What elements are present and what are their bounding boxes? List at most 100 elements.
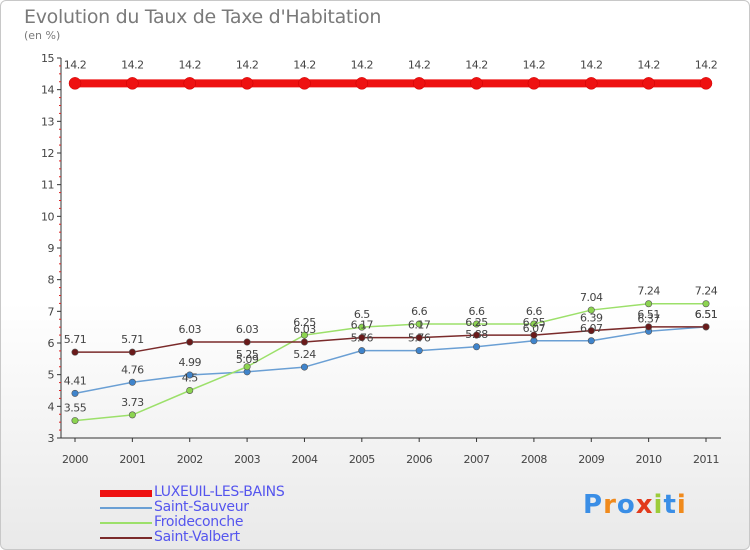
data-point	[358, 323, 366, 331]
data-label: 6.6	[411, 305, 427, 318]
data-point	[358, 347, 366, 355]
data-label: 5.71	[121, 333, 144, 346]
data-point	[587, 337, 595, 345]
logo-letter: t	[663, 490, 677, 520]
data-point	[128, 378, 136, 386]
y-tick-label: 11	[41, 179, 54, 192]
data-point	[183, 77, 196, 90]
data-point	[68, 77, 82, 90]
data-label: 6.6	[469, 305, 485, 318]
data-point	[642, 77, 655, 90]
data-point	[473, 320, 481, 328]
data-label: 14.2	[523, 58, 546, 71]
legend-label: Saint-Valbert	[154, 529, 240, 545]
logo-letter: r	[603, 490, 617, 520]
x-tick-label: 2009	[578, 453, 604, 466]
data-point	[702, 323, 710, 331]
data-label: 6.03	[293, 323, 316, 336]
y-tick-label: 15	[41, 52, 54, 65]
data-point	[473, 343, 481, 351]
data-label: 5.25	[236, 348, 259, 361]
logo-letter: i	[676, 490, 687, 520]
data-label: 6.03	[236, 323, 259, 336]
data-label: 14.2	[465, 58, 488, 71]
legend-swatch	[100, 507, 152, 509]
data-label: 14.2	[408, 58, 431, 71]
data-label: 5.24	[293, 348, 316, 361]
data-point	[415, 347, 423, 355]
data-label: 6.51	[637, 308, 660, 321]
y-tick-label: 7	[48, 305, 55, 318]
data-label: 14.2	[293, 58, 316, 71]
data-label: 6.6	[526, 305, 542, 318]
data-point	[298, 77, 311, 90]
data-label: 3.55	[64, 402, 87, 415]
data-label: 14.2	[580, 58, 603, 71]
data-point	[243, 363, 251, 371]
data-point	[300, 331, 308, 339]
chart-subtitle: (en %)	[24, 29, 61, 42]
logo-letter: i	[653, 490, 664, 520]
data-point	[473, 331, 481, 339]
data-point	[71, 389, 79, 397]
logo-letter: x	[635, 490, 654, 520]
legend-swatch	[100, 522, 152, 524]
x-tick-label: 2010	[636, 453, 662, 466]
y-tick-label: 14	[41, 84, 54, 97]
data-label: 6.07	[523, 322, 546, 335]
data-point	[645, 323, 653, 331]
data-label: 6.25	[465, 316, 488, 329]
data-label: 5.71	[64, 333, 87, 346]
data-point	[412, 77, 426, 90]
data-label: 7.24	[637, 285, 660, 298]
x-tick-label: 2004	[291, 453, 317, 466]
y-tick-label: 8	[48, 274, 55, 287]
data-point	[71, 417, 79, 425]
x-tick-label: 2006	[406, 453, 432, 466]
y-tick-label: 4	[48, 400, 55, 413]
series-line-froideconche	[74, 302, 706, 422]
proxiti-logo: Proxiti	[583, 490, 687, 520]
x-tick-label: 2008	[521, 453, 547, 466]
chart-title: Evolution du Taux de Taxe d'Habitation	[24, 6, 382, 28]
data-label: 6.03	[178, 323, 201, 336]
data-point	[186, 386, 194, 394]
data-label: 6.37	[637, 312, 660, 325]
x-tick-label: 2001	[119, 453, 145, 466]
data-label: 5.09	[236, 353, 259, 366]
x-tick-label: 2003	[234, 453, 260, 466]
data-label: 7.24	[695, 285, 718, 298]
data-label: 6.39	[580, 312, 603, 325]
data-label: 6.51	[695, 308, 718, 321]
data-label: 3.73	[121, 396, 144, 409]
data-point	[126, 77, 139, 90]
data-point	[355, 77, 369, 90]
y-tick-label: 6	[48, 337, 55, 350]
data-label: 14.2	[236, 58, 259, 71]
data-point	[530, 331, 538, 339]
legend-label: LUXEUIL-LES-BAINS	[154, 484, 285, 500]
x-tick-label: 2007	[464, 453, 490, 466]
data-point	[699, 77, 713, 90]
data-label: 6.25	[293, 316, 316, 329]
data-point	[71, 348, 79, 356]
data-point	[415, 334, 423, 342]
series-line-saint-valbert	[75, 326, 706, 353]
logo-letter: P	[583, 490, 604, 520]
data-point	[300, 363, 308, 371]
data-label: 7.04	[580, 291, 603, 304]
data-point	[186, 338, 194, 346]
y-tick-label: 10	[41, 210, 54, 223]
data-point	[243, 338, 251, 346]
data-point	[358, 334, 366, 342]
data-label: 4.99	[178, 356, 201, 369]
y-tick-label: 12	[41, 147, 54, 160]
data-label: 14.2	[121, 58, 144, 71]
series-line-saint-sauveur	[74, 326, 707, 395]
data-point	[587, 306, 595, 314]
legend-label: Froideconche	[154, 514, 244, 530]
data-point	[470, 77, 483, 90]
data-label: 14.2	[64, 58, 87, 71]
